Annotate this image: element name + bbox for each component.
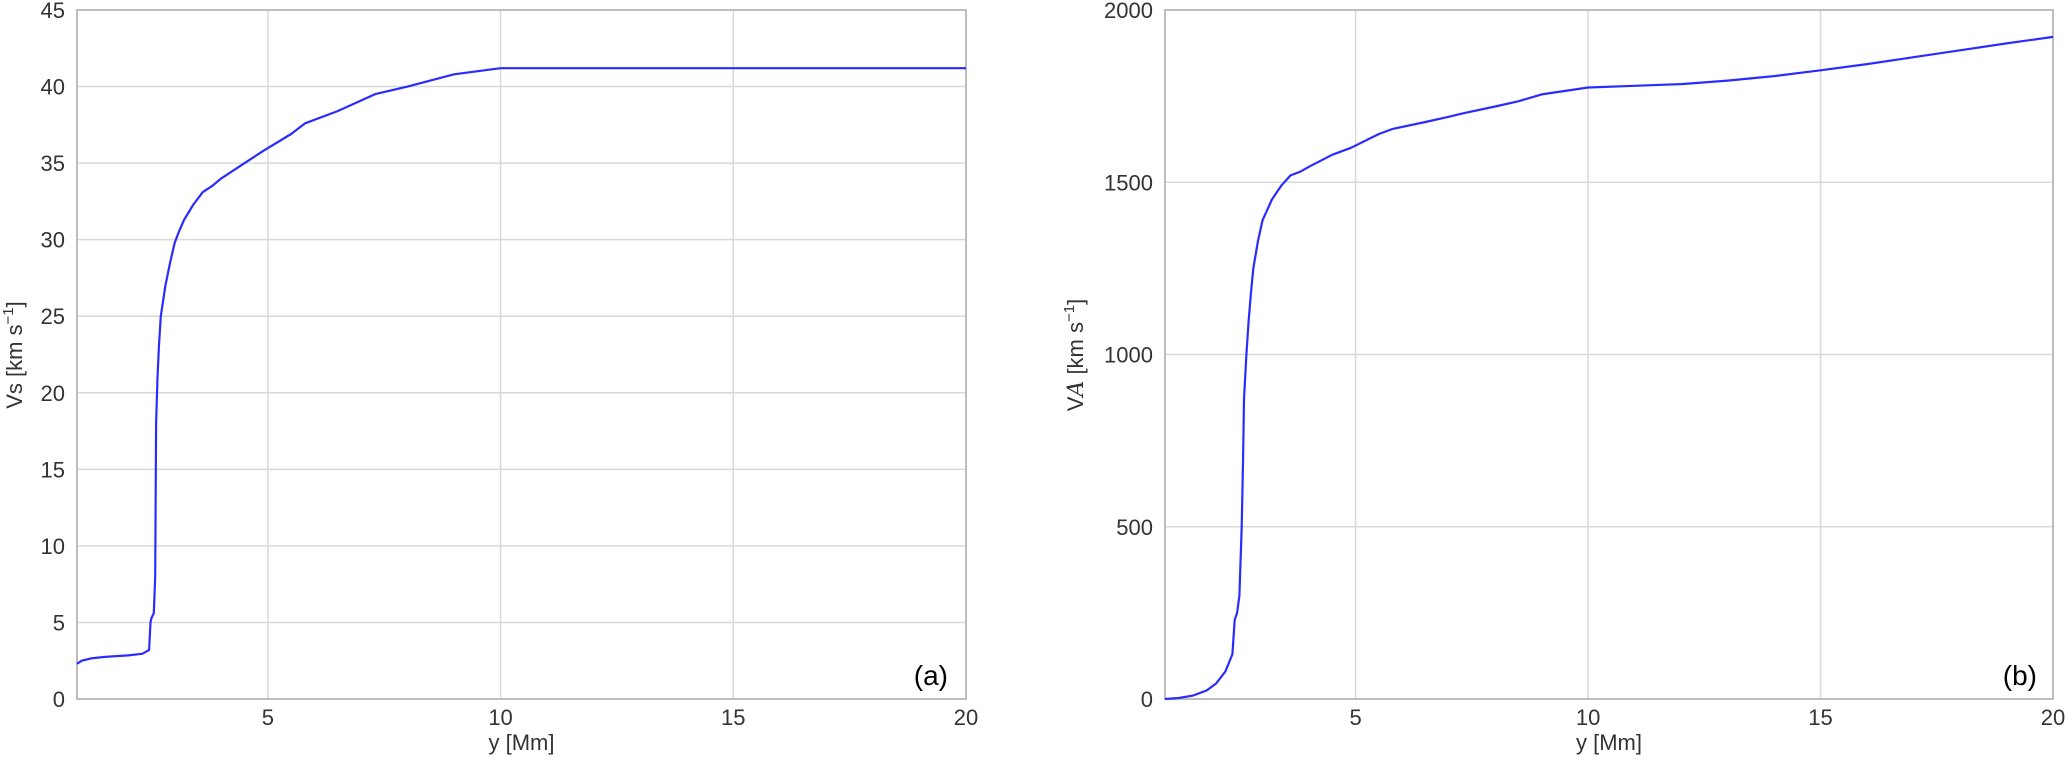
- y-tick-label: 10: [41, 534, 65, 559]
- y-tick-label: 2000: [1104, 0, 1153, 23]
- x-axis-label: y [Mm]: [1576, 730, 1642, 755]
- x-tick-label: 10: [488, 705, 512, 730]
- y-axis-label-main: Vs [km s: [2, 324, 27, 408]
- y-axis-label-main: V: [1063, 396, 1088, 411]
- y-tick-label: 15: [41, 457, 65, 482]
- y-axis-label-sup: −1: [0, 307, 17, 324]
- y-axis-label: VA [km s−1]: [1061, 299, 1089, 411]
- chart-panel-a: 0 5 10 15 20 25 30 35 40 45 5 10 15 20 y [Mm] Vs [km s−…: [0, 0, 978, 755]
- y-axis-label-end: ]: [2, 301, 27, 307]
- y-tick-label: 45: [41, 0, 65, 23]
- y-tick-label: 40: [41, 75, 65, 100]
- chart-panel-b: 0 500 1000 1500 2000 5 10 15 20 y [Mm] VA [km s−1]…: [1061, 0, 2065, 755]
- x-tick-label: 15: [1808, 705, 1832, 730]
- x-tick-label: 15: [721, 705, 745, 730]
- x-tick-label: 10: [1576, 705, 1600, 730]
- y-tick-label: 5: [53, 610, 65, 635]
- y-axis-label-end: ]: [1063, 299, 1088, 305]
- y-axis-label: Vs [km s−1]: [0, 301, 27, 409]
- y-tick-label: 500: [1116, 515, 1153, 540]
- x-tick-label: 20: [2041, 705, 2065, 730]
- y-tick-label: 1500: [1104, 170, 1153, 195]
- x-tick-label: 20: [954, 705, 978, 730]
- plot-frame: [76, 9, 967, 700]
- y-tick-label: 1000: [1104, 343, 1153, 368]
- x-tick-label: 5: [1349, 705, 1361, 730]
- y-axis-label-italic: A: [1064, 381, 1089, 399]
- y-axis-label-rest: [km s: [1063, 322, 1088, 381]
- x-axis-label: y [Mm]: [489, 730, 555, 755]
- y-tick-label: 0: [53, 687, 65, 712]
- y-tick-label: 30: [41, 228, 65, 253]
- y-tick-label: 25: [41, 304, 65, 329]
- plot-frame: [1164, 9, 2054, 700]
- y-tick-label: 35: [41, 151, 65, 176]
- y-tick-label: 0: [1141, 687, 1153, 712]
- y-tick-label: 20: [41, 381, 65, 406]
- panel-label: (a): [914, 660, 948, 691]
- y-axis-label-sup: −1: [1061, 305, 1078, 322]
- series-line: [1164, 35, 2054, 701]
- panel-label: (b): [2003, 660, 2037, 691]
- series-line: [76, 67, 966, 665]
- x-tick-label: 5: [262, 705, 274, 730]
